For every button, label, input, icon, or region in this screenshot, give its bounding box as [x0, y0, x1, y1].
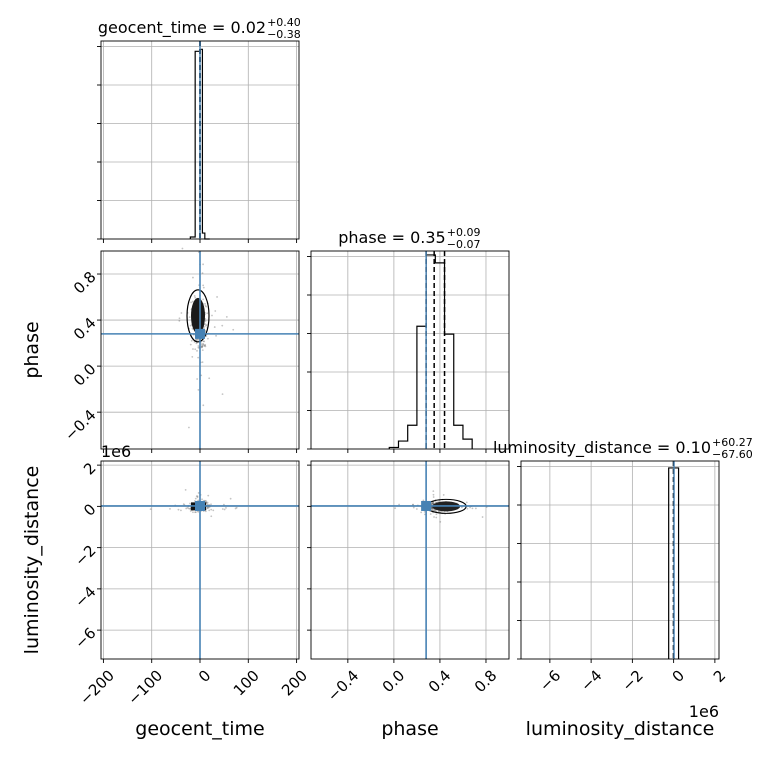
y-tick-label: 0.0: [70, 360, 100, 390]
contour: [186, 289, 210, 343]
title-lower-error: −0.07: [447, 238, 481, 251]
y-axis-label-luminosity_distance: luminosity_distance: [21, 466, 43, 655]
diag-panel-phase: [310, 250, 510, 450]
samples-geocent_time-phase: [178, 247, 235, 429]
x-tick-label: −100: [124, 667, 166, 709]
truth-marker: [421, 500, 432, 511]
y-tick-label: −6: [71, 624, 99, 652]
title-upper-error: +60.27: [712, 436, 753, 449]
y-tick-label: 0: [80, 500, 99, 519]
x-tick-label: 100: [230, 667, 263, 700]
x-offset-multiplier: 1e6: [689, 702, 719, 721]
diag-panel-luminosity_distance: [520, 460, 720, 660]
x-tick-label: 0.4: [425, 667, 455, 697]
title-lower-error: −0.38: [267, 28, 301, 41]
x-tick-label: 200: [278, 667, 311, 700]
y-offset-multiplier: 1e6: [101, 442, 131, 461]
x-tick-label: 0: [195, 667, 214, 686]
x-tick-label: −0.4: [324, 667, 362, 705]
y-tick-label: 0.8: [70, 268, 100, 298]
y-tick-label: −4: [71, 583, 99, 611]
truth-marker: [195, 328, 205, 339]
x-axis-label-luminosity_distance: luminosity_distance: [526, 718, 715, 740]
histogram-phase: [388, 254, 473, 449]
panel-title-phase: phase = 0.35: [338, 228, 445, 247]
y-axis-label-phase: phase: [21, 321, 43, 378]
x-tick-label: 0.0: [379, 667, 409, 697]
x-axis-label-geocent_time: geocent_time: [135, 718, 264, 740]
panel-title-geocent_time: geocent_time = 0.02: [98, 18, 266, 38]
x-tick-label: −200: [76, 667, 118, 709]
y-tick-label: 2: [80, 459, 99, 478]
x-tick-label: −6: [536, 667, 564, 695]
y-tick-label: 0.4: [70, 314, 100, 344]
x-tick-label: 0: [669, 667, 688, 686]
panel-phase-luminosity_distance: [310, 460, 510, 660]
x-tick-label: −2: [618, 667, 646, 695]
x-tick-label: −4: [577, 667, 605, 695]
title-upper-error: +0.40: [267, 16, 301, 29]
x-tick-label: 2: [710, 667, 729, 686]
y-tick-label: −2: [71, 541, 99, 569]
title-upper-error: +0.09: [447, 226, 481, 239]
x-axis-label-phase: phase: [381, 718, 438, 740]
panel-title-luminosity_distance: luminosity_distance = 0.10: [493, 438, 711, 458]
title-lower-error: −67.60: [712, 448, 753, 461]
y-tick-label: −0.4: [61, 406, 99, 444]
density-core: [191, 297, 206, 334]
truth-marker: [195, 500, 205, 511]
x-tick-label: 0.8: [471, 667, 501, 697]
